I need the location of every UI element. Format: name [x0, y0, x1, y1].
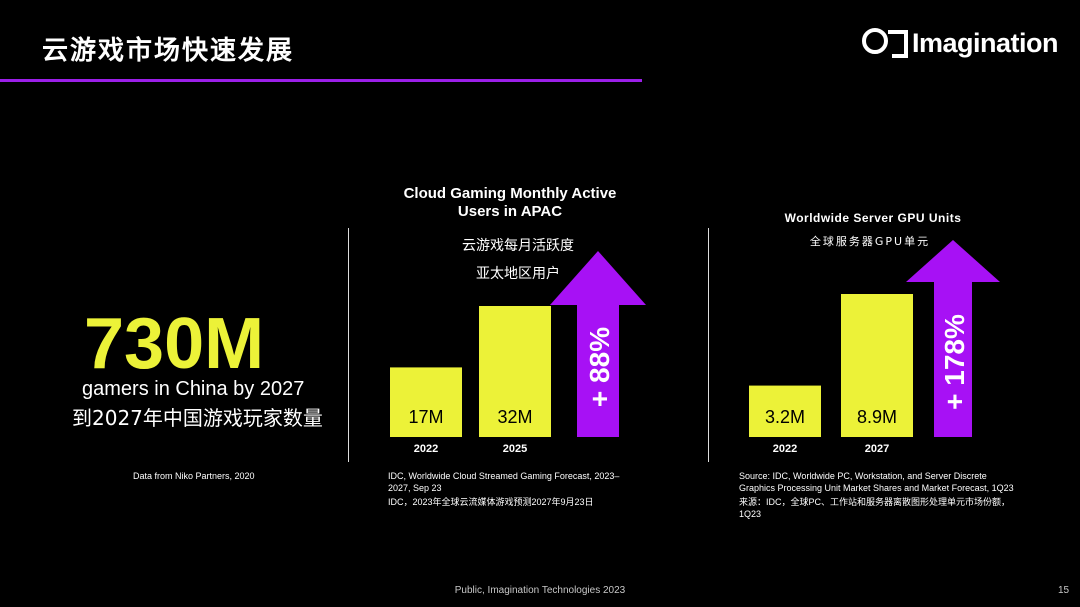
chart1-title-line2: Users in APAC: [457, 203, 563, 220]
chart2-category-2022: 2022: [773, 443, 797, 455]
chart1-subtitle-cn-line2: 亚太地区用户: [476, 266, 560, 282]
chart1-source-line2: IDC，2023年全球云流媒体游戏预测2027年9月23日: [388, 497, 594, 507]
slide-title: 云游戏市场快速发展: [42, 36, 295, 66]
chart2-source: Source: IDC, Worldwide PC, Workstation, …: [739, 470, 1019, 520]
stat-label-en: gamers in China by 2027: [82, 378, 305, 400]
chart2-bar-2027: [841, 294, 913, 437]
chart1-subtitle-cn: 云游戏每月活跃度 亚太地区用户: [418, 232, 618, 288]
chart2-growth-label: + 178%: [939, 314, 970, 410]
footer-text: Public, Imagination Technologies 2023: [454, 585, 626, 596]
imagination-logo-icon: [862, 28, 908, 58]
chart2-category-2027: 2027: [865, 443, 889, 455]
chart1-category-2025: 2025: [503, 443, 527, 455]
stat-label-cn: 到2027年中国游戏玩家数量: [72, 406, 323, 430]
chart1-source: IDC, Worldwide Cloud Streamed Gaming For…: [388, 470, 633, 508]
chart1-value-label-2025: 32M: [497, 407, 532, 427]
logo-text: Imagination: [912, 28, 1059, 58]
chart2-source-line1: Source: IDC, Worldwide PC, Workstation, …: [739, 471, 1014, 493]
chart2-bar-2022: [749, 385, 821, 437]
stat-source: Data from Niko Partners, 2020: [133, 471, 255, 481]
chart1-bar-2022: [390, 367, 462, 437]
page-number: 15: [1058, 585, 1070, 596]
chart1-value-label-2022: 17M: [408, 407, 443, 427]
chart1-category-2022: 2022: [414, 443, 438, 455]
chart2-subtitle-cn: 全球服务器GPU单元: [809, 235, 931, 248]
chart2-value-label-2027: 8.9M: [857, 407, 897, 427]
chart2-value-label-2022: 3.2M: [765, 407, 805, 427]
chart1-title: Cloud Gaming Monthly Active Users in APA…: [380, 185, 640, 221]
chart2-growth-arrow-icon: [906, 240, 1000, 437]
chart1-title-line1: Cloud Gaming Monthly Active: [403, 185, 617, 202]
chart1-subtitle-cn-line1: 云游戏每月活跃度: [462, 238, 574, 254]
title-underline: [0, 79, 642, 82]
chart1-growth-arrow-icon: [550, 251, 646, 437]
divider-left: [348, 228, 349, 462]
chart1-source-line1: IDC, Worldwide Cloud Streamed Gaming For…: [388, 471, 620, 493]
chart2-source-line2: 来源：IDC，全球PC、工作站和服务器离散图形处理单元市场份额，1Q23: [739, 497, 1011, 519]
stat-value: 730M: [84, 304, 265, 384]
chart1-bar-2025: [479, 306, 551, 437]
chart2-title: Worldwide Server GPU Units: [784, 211, 962, 225]
chart1-growth-label: + 88%: [584, 327, 615, 407]
divider-right: [708, 228, 709, 462]
